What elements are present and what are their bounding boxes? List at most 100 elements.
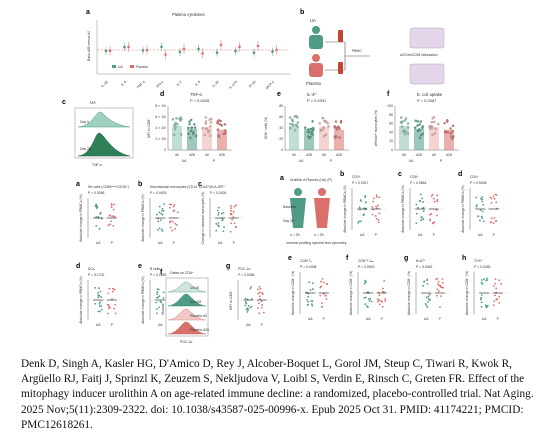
data-point (98, 295, 101, 297)
panel-d-label: d (160, 91, 164, 98)
data-point (261, 293, 264, 296)
data-point (172, 205, 175, 208)
cytokine-ua-marker (252, 51, 256, 55)
data-point (203, 133, 207, 137)
data-point (96, 205, 99, 208)
group-label: UA (158, 323, 163, 327)
data-point (363, 296, 366, 299)
design-p-head-icon (318, 188, 326, 196)
data-point (494, 282, 497, 285)
data-point (359, 199, 362, 201)
data-point (358, 220, 361, 223)
data-point (176, 123, 179, 126)
ytick-label: 0 (281, 148, 283, 152)
group-label: P (381, 317, 384, 321)
data-point (418, 128, 421, 131)
data-point (430, 195, 433, 198)
data-point (155, 312, 158, 315)
data-point (112, 215, 115, 217)
data-point (216, 224, 219, 227)
data-point (360, 220, 362, 223)
data-point (244, 304, 247, 307)
data-point (428, 125, 431, 128)
cytokine-xtick: MCP-1 (265, 80, 275, 90)
group-label: UA (246, 323, 251, 327)
data-point (235, 204, 237, 207)
data-point (482, 203, 485, 206)
data-point (429, 213, 431, 216)
cytokine-xtick: IL-10 (211, 80, 219, 88)
data-point (426, 282, 429, 285)
group-label: P (173, 241, 176, 245)
small-panel-label: c (398, 171, 402, 178)
group-label: P (439, 317, 442, 321)
group-label: P (111, 323, 114, 327)
data-point (179, 119, 182, 122)
data-point (172, 220, 174, 223)
data-point (175, 224, 178, 226)
group-label: UA (158, 241, 163, 245)
data-point (309, 289, 312, 292)
group-label: UA (308, 317, 313, 321)
bar (172, 125, 182, 150)
data-point (173, 133, 176, 137)
data-point (220, 212, 223, 215)
panel-c-histogram: c UA Day 0 Day 28 TNF-α (62, 99, 134, 167)
data-point (98, 287, 100, 290)
data-point (158, 211, 161, 214)
small-panel-pvalue: P = 0.0943 (358, 265, 375, 269)
panel-f-label: f (387, 91, 390, 98)
data-point (189, 129, 193, 133)
bar (319, 127, 329, 150)
data-point (372, 200, 374, 203)
data-point (372, 197, 375, 200)
small-panel-g: g PGC-1α P = 0.0286 MFI on CD8⁺ UA P (226, 263, 272, 327)
small-panel-label: g (404, 255, 408, 262)
data-point (94, 302, 97, 305)
data-point (158, 205, 161, 208)
data-point (432, 197, 435, 200)
data-point (94, 286, 97, 289)
data-point (161, 230, 164, 232)
data-point (209, 121, 213, 124)
data-point (450, 135, 453, 138)
data-point (311, 300, 314, 302)
data-point (215, 222, 218, 225)
group-label: P (111, 241, 114, 245)
data-point (490, 217, 493, 220)
data-point (495, 193, 498, 196)
data-point (370, 300, 373, 303)
small-panel-d: d DCs P = 0.1702 Absolute change in PBMCs (… (76, 263, 122, 327)
data-point (162, 297, 165, 299)
flow-row-4: Placebo d28 (190, 328, 209, 332)
group-label: UA (424, 317, 429, 321)
small-panel-title: HLA-DRʰⁱ (210, 184, 225, 189)
small-panel-title: Nonclassical monocytes (CD14⁻CD16⁺) (150, 185, 211, 189)
data-point (438, 284, 441, 287)
cytokine-p-marker (238, 45, 241, 49)
data-point (306, 130, 310, 134)
bar (217, 129, 227, 150)
panel-lower-design: a Urolithin A Placebo (UA) (P) Baseline … (280, 175, 347, 245)
data-point (498, 279, 501, 282)
data-point (479, 298, 482, 301)
panel-f-title: E. coli uptake (417, 92, 443, 97)
data-point (481, 210, 484, 213)
data-point (111, 287, 114, 290)
small-panel-ylabel: Absolute change in PBMCs (%) (461, 185, 465, 233)
cytokine-ua-marker (215, 51, 219, 54)
small-panel-label: a (76, 181, 80, 188)
data-point (481, 283, 484, 285)
data-point (173, 124, 176, 127)
small-panel-label: h (462, 255, 466, 262)
data-point (436, 194, 439, 197)
data-point (381, 300, 384, 303)
data-point (216, 121, 219, 125)
legend-placebo-label: Placebo (136, 65, 148, 69)
plate-icon (409, 27, 445, 49)
data-point (371, 206, 374, 208)
data-point (296, 116, 299, 119)
data-point (484, 304, 487, 307)
panel-d-ylabel: MFI on CD8⁺ (147, 118, 151, 138)
data-point (489, 196, 492, 199)
